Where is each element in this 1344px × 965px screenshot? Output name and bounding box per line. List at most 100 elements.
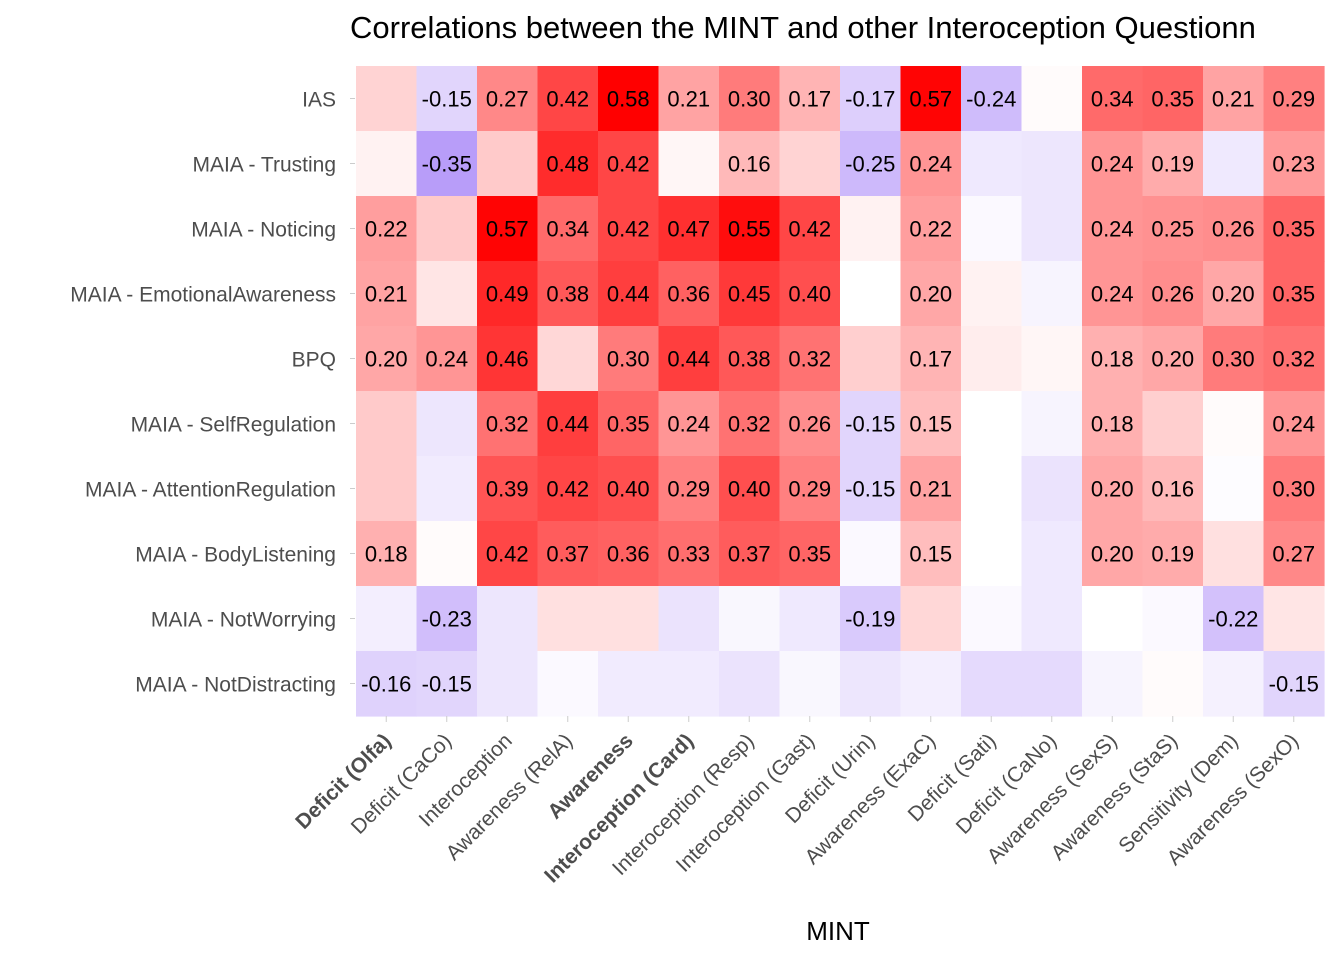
heatmap-cell — [900, 651, 962, 717]
heatmap-cell — [900, 521, 962, 587]
cell-value-label: 0.19 — [1151, 542, 1194, 567]
cell-value-label: 0.24 — [425, 347, 468, 372]
heatmap-cell — [779, 131, 841, 197]
heatmap-cell — [900, 131, 962, 197]
x-axis: Deficit (Olfa)Deficit (CaCo)Interoceptio… — [291, 716, 1303, 887]
heatmap-cell — [658, 196, 720, 262]
cell-value-label: 0.17 — [788, 87, 831, 112]
heatmap-cell — [1082, 586, 1144, 652]
heatmap-cell — [779, 66, 841, 132]
cell-value-label: 0.57 — [909, 87, 952, 112]
heatmap-cell — [1203, 391, 1265, 457]
cell-value-label: -0.25 — [845, 152, 895, 177]
cell-value-label: -0.15 — [845, 412, 895, 437]
heatmap-cell — [356, 391, 418, 457]
y-axis-label: MAIA - NotDistracting — [135, 674, 336, 697]
heatmap-cell — [1021, 586, 1083, 652]
heatmap-cell — [1142, 391, 1204, 457]
cell-value-labels: -0.15 0.27 0.42 0.58 0.21 0.30 0.17 -0.17 0.57 -0… — [361, 87, 1319, 697]
heatmap-cell — [477, 196, 539, 262]
heatmap-cell — [658, 131, 720, 197]
heatmap-cell — [961, 131, 1023, 197]
cell-value-label: 0.32 — [728, 412, 771, 437]
y-axis-label: MAIA - Noticing — [191, 219, 336, 242]
heatmap-cell — [1021, 651, 1083, 717]
cell-value-label: 0.58 — [607, 87, 650, 112]
cell-value-label: 0.34 — [1091, 87, 1134, 112]
cell-value-label: 0.22 — [365, 217, 408, 242]
heatmap-cell — [416, 586, 478, 652]
heatmap-cell — [477, 651, 539, 717]
heatmap-cell — [1263, 586, 1325, 652]
cell-value-label: 0.29 — [667, 477, 710, 502]
heatmap-cell — [779, 521, 841, 587]
cell-value-label: 0.20 — [1151, 347, 1194, 372]
cell-value-label: 0.29 — [788, 477, 831, 502]
heatmap-cell — [961, 521, 1023, 587]
heatmap-cell — [840, 521, 902, 587]
heatmap-cell — [719, 586, 781, 652]
cell-value-label: 0.57 — [486, 217, 529, 242]
cell-value-label: 0.40 — [728, 477, 771, 502]
heatmap-cell — [1082, 66, 1144, 132]
cell-value-label: 0.19 — [1151, 152, 1194, 177]
heatmap-cell — [658, 66, 720, 132]
cell-value-label: 0.30 — [728, 87, 771, 112]
heatmap-cell — [961, 391, 1023, 457]
heatmap-cell — [779, 326, 841, 392]
heatmap-cell — [779, 651, 841, 717]
cell-value-label: 0.20 — [1212, 282, 1255, 307]
cell-value-label: -0.15 — [845, 477, 895, 502]
heatmap-cell — [779, 261, 841, 327]
cell-value-label: 0.18 — [1091, 347, 1134, 372]
heatmap-cell — [658, 586, 720, 652]
cell-value-label: 0.32 — [1272, 347, 1315, 372]
cell-value-label: 0.36 — [667, 282, 710, 307]
cell-value-label: 0.15 — [909, 412, 952, 437]
heatmap-cell — [779, 586, 841, 652]
chart-title: Correlations between the MINT and other … — [350, 10, 1256, 45]
cell-value-label: 0.42 — [486, 542, 529, 567]
heatmap-cell — [1021, 66, 1083, 132]
heatmap-cell — [1082, 651, 1144, 717]
heatmap-cell — [1142, 521, 1204, 587]
cell-value-label: 0.32 — [486, 412, 529, 437]
cell-value-label: 0.42 — [607, 152, 650, 177]
cell-value-label: -0.24 — [966, 87, 1016, 112]
heatmap-cell — [840, 196, 902, 262]
heatmap-cell — [658, 261, 720, 327]
y-axis-label: IAS — [302, 89, 336, 112]
heatmap-cell — [356, 521, 418, 587]
heatmap-cell — [779, 456, 841, 522]
cell-value-label: 0.21 — [667, 87, 710, 112]
cell-value-label: 0.30 — [1212, 347, 1255, 372]
cell-value-label: -0.16 — [361, 672, 411, 697]
cell-value-label: 0.42 — [546, 87, 589, 112]
heatmap-cell — [356, 586, 418, 652]
heatmap-cell — [840, 456, 902, 522]
heatmap-cell — [840, 261, 902, 327]
heatmap-cell — [900, 66, 962, 132]
heatmap-cell — [658, 391, 720, 457]
cell-value-label: 0.24 — [1272, 412, 1315, 437]
heatmap-cell — [900, 456, 962, 522]
heatmap-cell — [598, 651, 660, 717]
cell-value-label: 0.37 — [728, 542, 771, 567]
cell-value-label: 0.35 — [1272, 217, 1315, 242]
cell-value-label: -0.19 — [845, 607, 895, 632]
heatmap-cell — [719, 131, 781, 197]
heatmap-cell — [961, 651, 1023, 717]
heatmap-cell — [356, 261, 418, 327]
heatmap-cell — [658, 326, 720, 392]
cell-value-label: 0.35 — [607, 412, 650, 437]
heatmap-cell — [900, 261, 962, 327]
heatmap-cell — [356, 196, 418, 262]
y-axis-label: MAIA - AttentionRegulation — [85, 479, 336, 502]
cell-value-label: 0.42 — [546, 477, 589, 502]
heatmap-cell — [477, 391, 539, 457]
heatmap-cell — [719, 326, 781, 392]
heatmap-cell — [1203, 261, 1265, 327]
heatmap-cell — [537, 651, 599, 717]
y-axis: IAS MAIA - Trusting MAIA - Noticing MAIA - … — [70, 89, 355, 697]
heatmap-cell — [1021, 521, 1083, 587]
